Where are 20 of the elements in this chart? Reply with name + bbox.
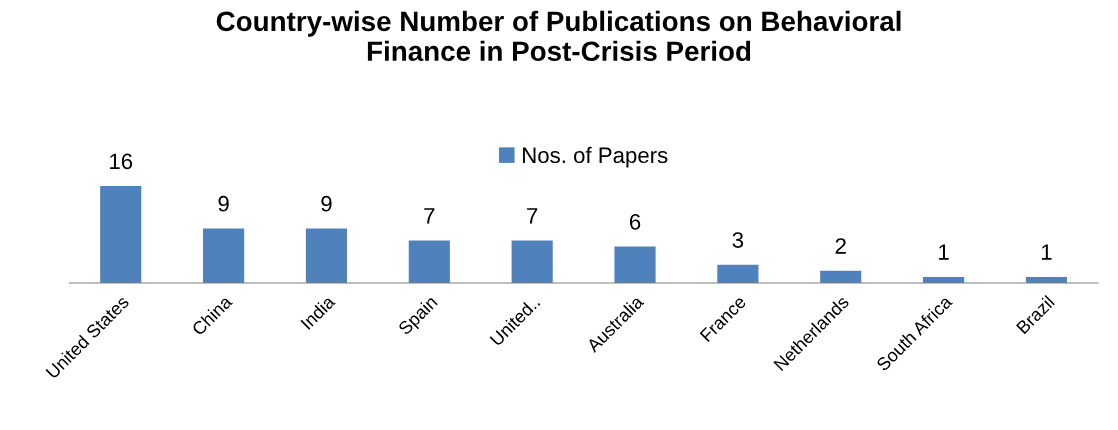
data-label: 3 (732, 232, 744, 248)
data-label: 7 (527, 208, 538, 224)
legend-label: Nos. of Papers (523, 146, 668, 168)
bar (203, 228, 245, 283)
bar (614, 246, 656, 283)
data-label: 9 (321, 195, 332, 212)
data-label: 1 (1041, 244, 1052, 260)
bar (511, 240, 553, 283)
bar (717, 264, 759, 283)
data-label: 16 (110, 153, 133, 170)
bar (305, 228, 348, 283)
data-label: 6 (629, 213, 641, 230)
data-label: 9 (218, 195, 229, 212)
data-label: 7 (424, 208, 435, 224)
chart-title: Country-wise Number of Publications on Behavioral Finance in Post-Crisis Period (216, 10, 901, 62)
bar (408, 240, 450, 283)
data-label: 2 (835, 238, 846, 254)
data-label: 1 (939, 244, 949, 260)
bar (820, 270, 862, 283)
bar (100, 186, 142, 283)
